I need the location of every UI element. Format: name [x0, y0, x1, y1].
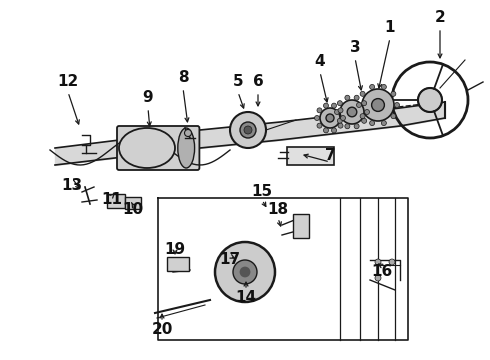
Circle shape: [326, 114, 334, 122]
Circle shape: [323, 128, 328, 133]
Text: 8: 8: [178, 71, 188, 85]
Circle shape: [365, 109, 369, 114]
Circle shape: [338, 108, 343, 113]
Circle shape: [389, 259, 395, 265]
FancyBboxPatch shape: [107, 194, 125, 208]
Circle shape: [338, 123, 343, 128]
Circle shape: [320, 108, 340, 128]
Circle shape: [337, 118, 343, 123]
Circle shape: [357, 103, 362, 108]
Circle shape: [340, 100, 364, 124]
Text: 7: 7: [325, 148, 335, 162]
Circle shape: [240, 122, 256, 138]
Circle shape: [233, 260, 257, 284]
Circle shape: [360, 91, 365, 96]
Text: 2: 2: [435, 10, 445, 26]
Circle shape: [375, 259, 381, 265]
Text: 20: 20: [151, 323, 172, 338]
Text: 10: 10: [122, 202, 144, 217]
Text: 19: 19: [165, 243, 186, 257]
Circle shape: [360, 114, 365, 119]
Circle shape: [354, 95, 359, 100]
Circle shape: [391, 91, 396, 96]
Circle shape: [354, 124, 359, 129]
Text: 13: 13: [61, 177, 82, 193]
Circle shape: [369, 121, 375, 126]
Circle shape: [347, 107, 357, 117]
Circle shape: [185, 130, 192, 136]
Circle shape: [335, 109, 340, 114]
Ellipse shape: [119, 128, 175, 168]
Circle shape: [381, 85, 387, 89]
FancyBboxPatch shape: [167, 257, 189, 271]
FancyBboxPatch shape: [287, 147, 334, 165]
Circle shape: [371, 99, 384, 111]
Text: 1: 1: [385, 21, 395, 36]
Circle shape: [315, 116, 319, 121]
Circle shape: [215, 242, 275, 302]
Circle shape: [375, 275, 381, 281]
Circle shape: [394, 103, 399, 108]
Circle shape: [317, 123, 322, 128]
Text: 12: 12: [57, 75, 78, 90]
Text: 15: 15: [251, 184, 272, 199]
Text: 14: 14: [235, 291, 257, 306]
Text: 17: 17: [220, 252, 241, 267]
Text: 9: 9: [143, 90, 153, 105]
Text: 18: 18: [268, 202, 289, 217]
Circle shape: [369, 85, 375, 89]
Text: 5: 5: [233, 75, 244, 90]
Circle shape: [362, 118, 367, 123]
Circle shape: [345, 95, 350, 100]
Circle shape: [345, 124, 350, 129]
Text: 6: 6: [253, 75, 264, 90]
Circle shape: [391, 114, 396, 119]
Circle shape: [332, 128, 337, 133]
FancyBboxPatch shape: [117, 126, 199, 170]
Circle shape: [362, 89, 394, 121]
FancyBboxPatch shape: [125, 197, 141, 209]
Circle shape: [323, 103, 328, 108]
Circle shape: [381, 121, 387, 126]
Text: 4: 4: [315, 54, 325, 69]
Circle shape: [418, 88, 442, 112]
Text: 11: 11: [101, 193, 122, 207]
Circle shape: [317, 108, 322, 113]
Text: 16: 16: [371, 265, 392, 279]
Circle shape: [240, 267, 250, 278]
Circle shape: [337, 101, 343, 106]
Text: 3: 3: [350, 40, 360, 55]
Ellipse shape: [178, 128, 195, 168]
Circle shape: [230, 112, 266, 148]
Circle shape: [332, 103, 337, 108]
Circle shape: [244, 126, 252, 134]
FancyBboxPatch shape: [293, 214, 309, 238]
Circle shape: [362, 101, 367, 106]
Circle shape: [341, 116, 345, 121]
